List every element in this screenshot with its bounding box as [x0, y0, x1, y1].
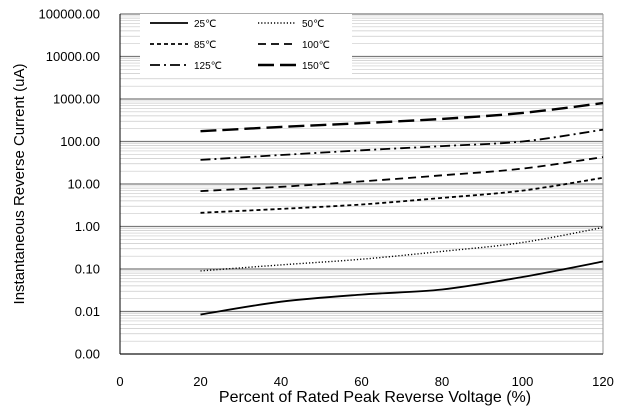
series-line-2 [200, 176, 604, 214]
series-line-1 [200, 226, 604, 272]
x-tick-label: 0 [116, 374, 123, 389]
x-tick-label: 80 [435, 374, 449, 389]
y-tick-label: 0.01 [75, 304, 100, 319]
y-tick-label: 1.00 [75, 219, 100, 234]
y-tick-label: 0.00 [75, 347, 100, 362]
x-tick-label: 100 [512, 374, 534, 389]
y-tick-label: 10000.00 [46, 49, 100, 64]
legend: 25℃ 50℃ 85℃ 100℃ 125℃ 150℃ [140, 14, 352, 74]
legend-label: 50℃ [302, 19, 324, 30]
y-tick-label: 100.00 [60, 134, 100, 149]
series-line-0 [200, 260, 604, 316]
legend-label: 125℃ [194, 61, 222, 72]
y-tick-label: 100000.00 [39, 7, 100, 22]
series-lines [200, 101, 604, 316]
legend-label: 25℃ [194, 19, 216, 30]
legend-box [140, 14, 352, 74]
y-tick-labels: 0.00 0.01 0.10 1.00 10.00 100.00 1000.00 10000.… [39, 7, 100, 362]
x-tick-label: 120 [592, 374, 614, 389]
y-axis-title: Instantaneous Reverse Current (uA) [11, 64, 28, 305]
y-tick-label: 10.00 [67, 177, 100, 192]
x-axis-title: Percent of Rated Peak Reverse Voltage (%… [219, 389, 531, 406]
legend-label: 150℃ [302, 61, 330, 72]
series-line-4 [200, 128, 604, 161]
x-tick-labels: 0 20 40 60 80 100 120 [116, 374, 613, 389]
y-tick-label: 0.10 [75, 262, 100, 277]
y-tick-label: 1000.00 [53, 92, 100, 107]
legend-label: 100℃ [302, 40, 330, 51]
series-line-5 [200, 101, 604, 133]
x-tick-label: 20 [193, 374, 207, 389]
x-tick-label: 60 [354, 374, 368, 389]
legend-label: 85℃ [194, 40, 216, 51]
x-tick-label: 40 [274, 374, 288, 389]
